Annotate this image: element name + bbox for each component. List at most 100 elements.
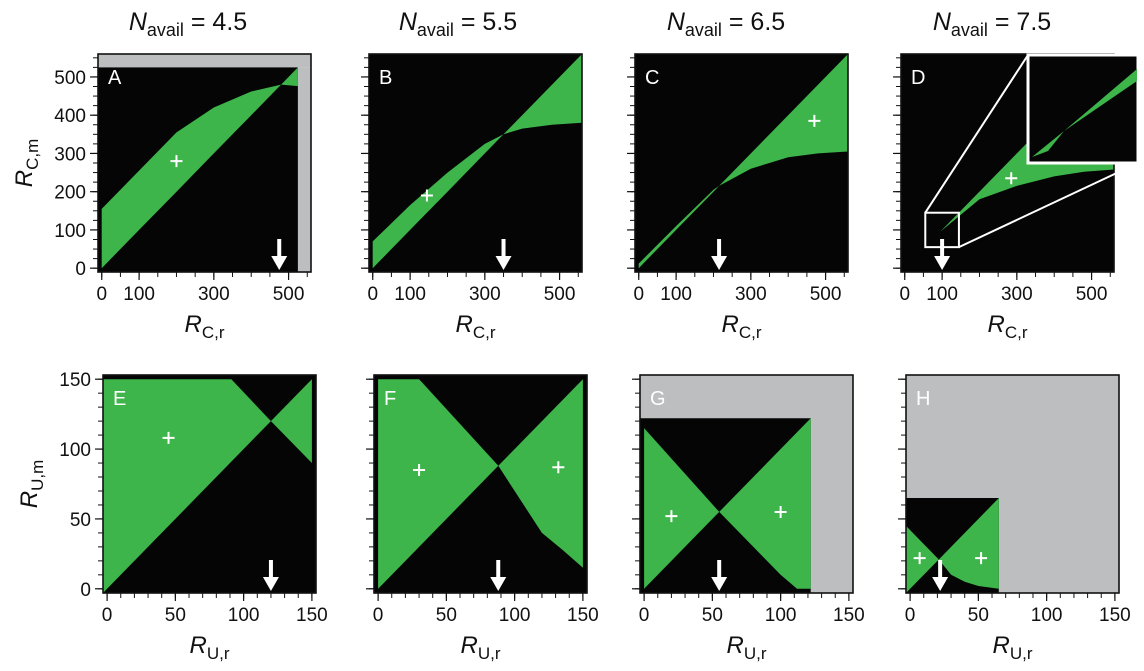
zoom-inset: [1026, 53, 1140, 165]
region-green-b-2: [503, 54, 582, 135]
x-tick-label-b: 500: [544, 284, 576, 305]
x-tick-label-e: 100: [228, 605, 260, 626]
region-green-h-2: [906, 525, 939, 593]
panel-letter-a: A: [108, 67, 122, 89]
region-green-c-1: [638, 185, 720, 269]
marker-d-0: [1005, 172, 1018, 185]
panel-letter-g: G: [650, 388, 666, 410]
region-green-h-3: [938, 498, 999, 589]
zoom-connector-bottom: [958, 162, 1139, 249]
x-axis-label-b: RC,r: [455, 311, 495, 342]
region-green-g-2: [644, 428, 720, 589]
x-tick-label-e: 150: [296, 605, 328, 626]
y-axis-label-e: RU,m: [16, 460, 47, 509]
column-title-2: Navail = 5.5: [399, 8, 517, 40]
column-title-3: Navail = 6.5: [667, 8, 785, 40]
arrow-head-f: [490, 577, 507, 591]
x-axis-label-f: RU,r: [460, 632, 500, 663]
x-axis-label-a: RC,r: [184, 311, 224, 342]
y-tick-label-e: 100: [59, 440, 91, 461]
x-axis-label-d: RC,r: [987, 311, 1027, 342]
x-tick-label-b: 100: [394, 284, 426, 305]
marker-b-0: [420, 189, 433, 202]
panel-letter-h: H: [916, 388, 930, 410]
panel-letter-d: D: [911, 67, 925, 89]
arrow-head-d: [934, 256, 951, 270]
x-tick-label-e: 0: [102, 605, 113, 626]
panel-g-frame: [639, 374, 854, 594]
y-tick-label-a: 0: [75, 259, 86, 280]
x-tick-label-c: 0: [633, 284, 644, 305]
panel-a-plot: [98, 54, 311, 272]
marker-h-1: [975, 552, 988, 565]
panel-f-frame: [373, 374, 588, 594]
x-tick-label-d: 0: [899, 284, 910, 305]
zoom-box-d: [924, 211, 960, 249]
marker-e-0: [162, 431, 175, 444]
x-tick-label-f: 100: [499, 605, 531, 626]
panel-letter-f: F: [384, 388, 396, 410]
y-tick-label-e: 50: [70, 510, 91, 531]
x-tick-label-f: 50: [436, 605, 457, 626]
x-tick-label-c: 500: [810, 284, 842, 305]
region-green-a-3: [101, 67, 298, 269]
x-tick-label-d: 300: [1001, 284, 1033, 305]
region-gray-a-1: [297, 67, 311, 272]
x-tick-label-g: 100: [765, 605, 797, 626]
region-green-f-1: [378, 379, 499, 589]
y-tick-label-a: 500: [54, 68, 86, 89]
region-green-e-2: [270, 379, 312, 463]
arrow-head-b: [495, 256, 512, 270]
marker-c-0: [808, 114, 821, 127]
x-tick-label-b: 0: [367, 284, 378, 305]
column-title-4: Navail = 7.5: [933, 8, 1051, 40]
marker-h-0: [913, 552, 926, 565]
x-tick-label-f: 0: [373, 605, 384, 626]
panel-b-plot: [369, 54, 582, 272]
region-black-a-2: [98, 67, 298, 272]
panel-letter-e: E: [113, 388, 126, 410]
marker-f-1: [552, 461, 565, 474]
region-green-b-1: [372, 134, 504, 269]
x-axis-label-c: RC,r: [721, 311, 761, 342]
region-green-e-1: [103, 379, 271, 593]
y-tick-label-a: 400: [54, 106, 86, 127]
x-tick-label-b: 300: [469, 284, 501, 305]
x-tick-label-f: 150: [567, 605, 599, 626]
region-green-f-2: [498, 379, 583, 568]
x-tick-label-h: 50: [968, 605, 989, 626]
x-tick-label-a: 500: [273, 284, 305, 305]
x-tick-label-c: 300: [735, 284, 767, 305]
zoom-inset-green-lower: [1032, 131, 1064, 157]
x-tick-label-e: 50: [165, 605, 186, 626]
arrow-head-c: [711, 256, 728, 270]
y-tick-label-a: 200: [54, 183, 86, 204]
panel-h-plot: [906, 375, 1119, 593]
arrow-head-e: [262, 577, 279, 591]
x-tick-label-g: 50: [702, 605, 723, 626]
y-tick-label-e: 0: [80, 580, 91, 601]
x-tick-label-d: 100: [926, 284, 958, 305]
y-tick-label-a: 300: [54, 144, 86, 165]
arrow-head-h: [932, 577, 949, 591]
marker-g-0: [665, 510, 678, 523]
x-axis-label-g: RU,r: [726, 632, 766, 663]
arrow-head-g: [711, 577, 728, 591]
arrow-head-a: [271, 256, 288, 270]
panel-letter-b: B: [379, 67, 392, 89]
column-title-1: Navail = 4.5: [129, 8, 247, 40]
x-tick-label-g: 150: [833, 605, 865, 626]
marker-f-0: [413, 464, 426, 477]
x-axis-label-e: RU,r: [189, 632, 229, 663]
y-axis-label-a: RC,m: [11, 139, 42, 188]
x-tick-label-d: 500: [1076, 284, 1108, 305]
x-axis-label-h: RU,r: [992, 632, 1032, 663]
panel-g-plot: [640, 375, 853, 593]
marker-g-1: [774, 505, 787, 518]
region-green-c-2: [719, 54, 848, 186]
x-tick-label-a: 300: [198, 284, 230, 305]
y-tick-label-e: 150: [59, 370, 91, 391]
y-tick-label-a: 100: [54, 221, 86, 242]
panel-c-plot: [635, 54, 848, 272]
